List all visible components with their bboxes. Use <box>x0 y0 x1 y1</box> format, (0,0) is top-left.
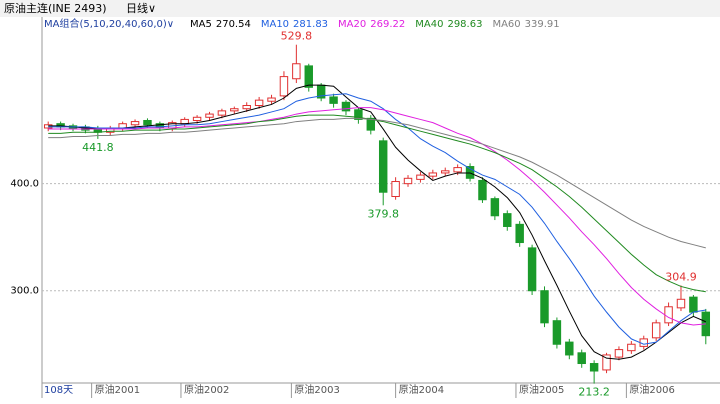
candle-body <box>329 96 338 104</box>
candle-body <box>354 109 363 120</box>
candle-body <box>292 63 301 80</box>
candle-body <box>527 247 537 292</box>
candle-body <box>453 167 462 173</box>
ma-line <box>48 107 706 326</box>
candle-body <box>627 343 636 352</box>
candle-body <box>267 97 276 102</box>
candle-body <box>664 306 673 324</box>
legend-value: 281.83 <box>293 19 328 30</box>
x-tick-label: 原油2001 <box>95 383 140 396</box>
candle-body <box>366 117 376 131</box>
legend-value: 298.63 <box>447 19 482 30</box>
legend-value: 269.22 <box>370 19 405 30</box>
candle-body <box>217 110 227 116</box>
candle-body <box>143 119 152 126</box>
price-annotation: 441.8 <box>82 141 114 154</box>
legend-value: 270.54 <box>216 19 251 30</box>
title-bar <box>0 0 720 17</box>
candle-body <box>540 290 549 324</box>
candle-body <box>304 65 313 88</box>
candle-body <box>515 223 524 244</box>
candle-body <box>391 181 400 198</box>
candle-body <box>503 213 512 227</box>
price-annotation: 529.8 <box>281 30 313 43</box>
candle-body <box>205 113 214 118</box>
y-tick-label: 400.0 <box>10 179 39 190</box>
candle-body <box>552 320 562 345</box>
candle-body <box>565 341 574 356</box>
candle-body <box>614 349 624 358</box>
candle-body <box>689 296 698 313</box>
legend-name: MA20 <box>338 19 366 30</box>
ma-line <box>48 84 706 360</box>
candle-body <box>602 354 611 371</box>
legend-value: 339.91 <box>525 19 560 30</box>
candle-body <box>651 322 661 339</box>
candle-body <box>676 298 686 309</box>
day-count: 108天 <box>44 385 73 396</box>
ma-line <box>48 114 706 293</box>
candle-body <box>428 172 438 177</box>
ma-line <box>48 117 706 249</box>
candle-body <box>341 101 351 112</box>
price-annotation: 213.2 <box>578 386 610 399</box>
candle-body <box>279 76 289 97</box>
candle-body <box>43 124 53 129</box>
y-tick-label: 300.0 <box>10 286 39 297</box>
legend-name: MA40 <box>415 19 443 30</box>
legend-name: MA60 <box>492 19 520 30</box>
price-annotation: 304.9 <box>665 270 697 283</box>
candle-body <box>192 116 202 121</box>
x-tick-label: 原油2004 <box>399 383 444 396</box>
candle-body <box>465 166 475 179</box>
candle-body <box>441 170 450 174</box>
price-annotation: 379.8 <box>367 207 399 220</box>
legend-name: MA5 <box>190 19 212 30</box>
candle-body <box>242 105 251 110</box>
period-selector[interactable]: 日线∨ <box>126 1 156 15</box>
candle-body <box>490 198 500 217</box>
legend-name: MA10 <box>261 19 289 30</box>
x-tick-label: 原油2002 <box>184 383 229 396</box>
candle-body <box>403 177 413 185</box>
candle-body <box>130 121 140 126</box>
candle-body <box>230 108 239 112</box>
ma-line <box>48 93 706 345</box>
ma-group[interactable]: MA组合(5,10,20,40,60,0)∨ <box>44 17 174 30</box>
candle-body <box>254 99 264 107</box>
candle-body <box>478 179 487 201</box>
x-tick-label: 原油2005 <box>519 383 564 396</box>
x-tick-label: 原油2006 <box>629 383 674 396</box>
candle-body <box>577 352 586 365</box>
candle-body <box>378 140 388 193</box>
instrument-title: 原油主连(INE 2493) <box>4 1 107 15</box>
x-tick-label: 原油2003 <box>294 383 339 396</box>
candle-body <box>589 363 599 372</box>
candle-body <box>416 174 425 180</box>
